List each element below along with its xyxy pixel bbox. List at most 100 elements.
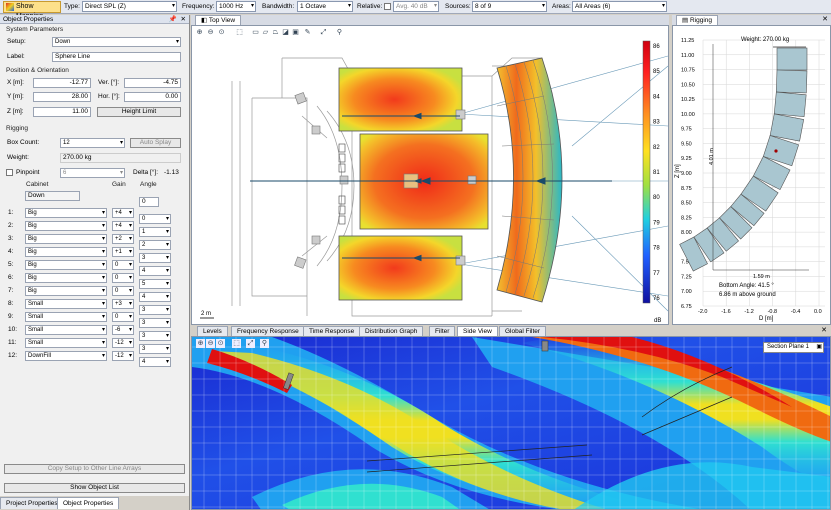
height-limit-button[interactable]: Height Limit	[97, 107, 181, 117]
cabinet-select[interactable]: Small	[25, 338, 107, 348]
type-select[interactable]: Direct SPL (Z)	[82, 1, 177, 12]
gain-select[interactable]: +1	[112, 247, 134, 257]
frequency-select[interactable]: 1000 Hz	[216, 1, 256, 12]
polygon-tool-icon[interactable]: ▱	[262, 29, 269, 36]
tab-object-properties[interactable]: Object Properties	[57, 497, 120, 509]
bandwidth-select[interactable]: 1 Octave	[297, 1, 353, 12]
angle-select[interactable]: 0	[139, 214, 171, 224]
trapezoid-tool-icon[interactable]: ⏢	[272, 29, 279, 36]
area-balcony-arc[interactable]	[496, 57, 563, 303]
rigging-canvas[interactable]: 11.25 11.00 10.75 10.50 10.25 10.00 9.75 9.50 9.…	[673, 26, 830, 324]
angle-select[interactable]: 3	[139, 344, 171, 354]
cabinet-select[interactable]: Big	[25, 208, 107, 218]
side-view-arrays[interactable]	[283, 340, 549, 390]
rigging-cabinet[interactable]	[679, 236, 708, 272]
tab-bottom-2[interactable]: Time Response	[303, 326, 361, 336]
gain-select[interactable]: +4	[112, 221, 134, 231]
zoom-fit-icon[interactable]: ⊙	[218, 29, 225, 36]
cabinet-select[interactable]: Small	[25, 312, 107, 322]
cabinet-select[interactable]: Big	[25, 260, 107, 270]
tab-bottom-1[interactable]: Frequency Response	[231, 326, 305, 336]
label-input[interactable]: Sphere Line	[52, 52, 181, 62]
gain-select[interactable]: +4	[112, 208, 134, 218]
side-zoom-out-icon[interactable]: ⊖	[206, 339, 215, 348]
angle-select[interactable]: 5	[139, 279, 171, 289]
relative-select[interactable]: Avg. 40 dB	[393, 1, 439, 12]
tab-bottom-4[interactable]: Filter	[429, 326, 456, 336]
pin-icon[interactable]: 📌	[168, 16, 177, 23]
rigging-cabinet[interactable]	[719, 206, 753, 240]
side-select-icon[interactable]: ⬚	[232, 339, 241, 348]
rigging-cabinet[interactable]	[776, 47, 808, 71]
angle-select[interactable]: 2	[139, 240, 171, 250]
gain-select[interactable]: -12	[112, 351, 134, 361]
tab-project-properties[interactable]: Project Properties	[0, 497, 64, 509]
rigging-cabinet[interactable]	[769, 113, 805, 142]
area-lower-left[interactable]	[338, 235, 463, 301]
area-tool-icon[interactable]: ◪	[282, 29, 289, 36]
rigging-cabinet[interactable]	[730, 193, 765, 227]
areas-select[interactable]: All Areas (6)	[572, 1, 667, 12]
probe-tool-icon[interactable]: ⚲	[336, 29, 343, 36]
cabinet-select[interactable]: Small	[25, 299, 107, 309]
zoom-in-icon[interactable]: ⊕	[196, 29, 203, 36]
tab-rigging[interactable]: ▤ Rigging	[676, 15, 718, 25]
cabinet-select[interactable]: DownFill	[25, 351, 107, 361]
auto-splay-button[interactable]: Auto Splay	[130, 138, 181, 148]
cabinet-select[interactable]: Big	[25, 273, 107, 283]
y-input[interactable]: 28.00	[33, 92, 91, 102]
angle-select[interactable]: 4	[139, 292, 171, 302]
show-object-list-button[interactable]: Show Object List	[4, 483, 185, 493]
area-upper-left[interactable]	[338, 67, 463, 132]
side-probe-icon[interactable]: ⚲	[260, 339, 269, 348]
setup-select[interactable]: Down	[52, 37, 181, 47]
gain-select[interactable]: +2	[112, 234, 134, 244]
side-measure-icon[interactable]: ⤢	[246, 339, 255, 348]
speakers[interactable]	[294, 92, 477, 269]
rigging-cabinet[interactable]	[775, 69, 808, 94]
z-input[interactable]: 11.00	[33, 107, 91, 117]
rigging-cabinet[interactable]	[706, 217, 739, 252]
close-bottom-icon[interactable]: ✕	[821, 327, 827, 334]
pen-tool-icon[interactable]: ✎	[304, 29, 311, 36]
tab-bottom-6[interactable]: Global Filter	[499, 326, 547, 336]
select-icon[interactable]: ⬚	[236, 29, 243, 36]
side-zoom-fit-icon[interactable]: ⊙	[216, 339, 225, 348]
cabinet-select[interactable]: Small	[25, 325, 107, 335]
rigging-cabinet[interactable]	[740, 175, 779, 212]
pinpoint-checkbox[interactable]	[6, 169, 13, 176]
relative-checkbox[interactable]	[384, 3, 391, 10]
angle-select[interactable]: 3	[139, 253, 171, 263]
hor-input[interactable]: 0.00	[124, 92, 181, 102]
gain-select[interactable]: 0	[112, 286, 134, 296]
gain-select[interactable]: 0	[112, 260, 134, 270]
angle-select[interactable]: 3	[139, 331, 171, 341]
gain-select[interactable]: -12	[112, 338, 134, 348]
gain-select[interactable]: +3	[112, 299, 134, 309]
angle-select[interactable]: 3	[139, 305, 171, 315]
close-rigging-icon[interactable]: ✕	[822, 16, 828, 23]
rigging-cabinet[interactable]	[773, 91, 807, 118]
tab-top-view[interactable]: ◧ Top View	[195, 15, 242, 25]
cube-tool-icon[interactable]: ▣	[292, 29, 299, 36]
show-mapping-button[interactable]: Show Mapping	[3, 1, 61, 20]
section-plane-select[interactable]: Section Plane 1 ▣	[762, 342, 824, 353]
pinpoint-select[interactable]: 6	[60, 168, 125, 178]
cabinet-select[interactable]: Big	[25, 234, 107, 244]
tab-bottom-5[interactable]: Side View	[457, 326, 498, 336]
tab-bottom-0[interactable]: Levels	[197, 326, 228, 336]
cabinet-select[interactable]: Big	[25, 247, 107, 257]
sources-select[interactable]: 8 of 9	[472, 1, 547, 12]
side-zoom-in-icon[interactable]: ⊕	[196, 339, 205, 348]
gain-select[interactable]: -6	[112, 325, 134, 335]
gain-select[interactable]: 0	[112, 273, 134, 283]
rigging-cabinet[interactable]	[762, 135, 800, 167]
top-angle-field[interactable]: 0	[139, 197, 159, 207]
x-input[interactable]: -12.77	[33, 78, 91, 88]
close-icon[interactable]: ✕	[180, 16, 186, 23]
top-view-canvas[interactable]: 2 m 86 85 84 83 82 81 80 79 78 77 76 dB	[192, 26, 670, 326]
copy-setup-button[interactable]: Copy Setup to Other Line Arrays	[4, 464, 185, 474]
ver-input[interactable]: -4.75	[124, 78, 181, 88]
rigging-cabinet[interactable]	[752, 156, 791, 191]
rectangle-tool-icon[interactable]: ▭	[252, 29, 259, 36]
